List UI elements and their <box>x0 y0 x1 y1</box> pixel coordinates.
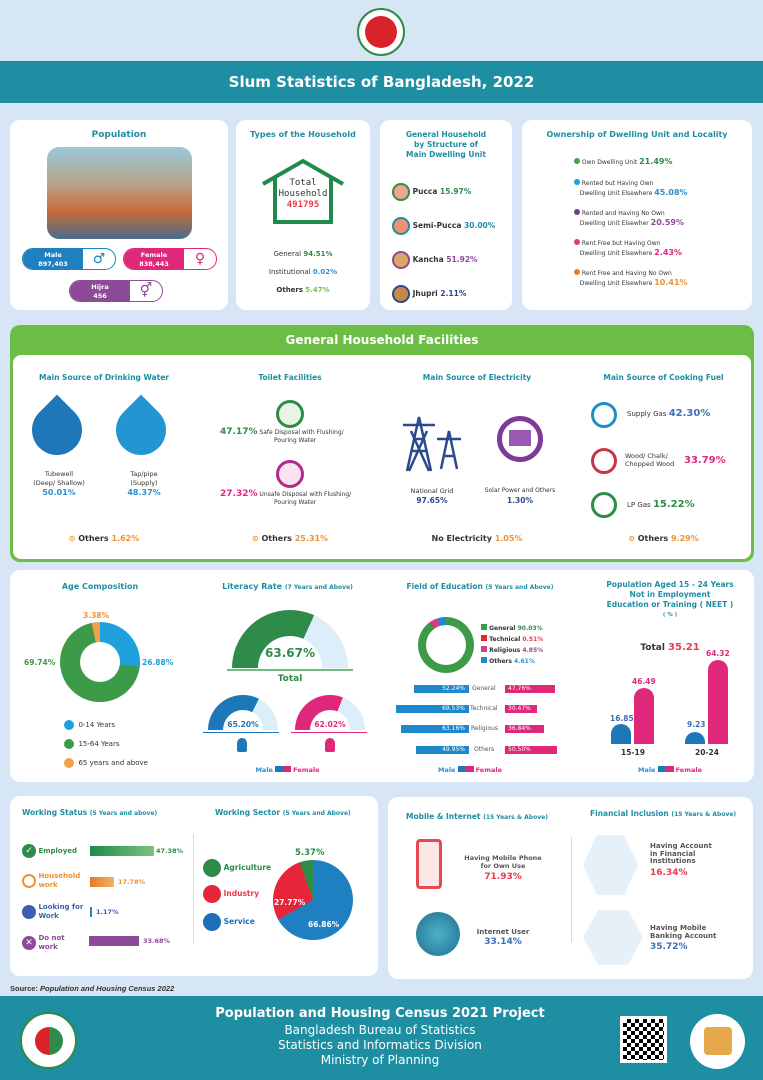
household-general: General 94.51% <box>273 250 333 258</box>
neet-bar-male-15-19 <box>611 724 631 744</box>
tap-icon <box>105 394 177 466</box>
mobile-banking-icon <box>583 910 643 965</box>
unsafe-toilet-icon <box>276 460 304 488</box>
population-title: Population <box>91 130 147 140</box>
field-of-education: Field of Education (5 Years and Above) G… <box>380 570 580 782</box>
legend-15-64: 15-64 Years <box>64 735 148 754</box>
qr-code[interactable] <box>620 1016 667 1063</box>
working-status-item: ✕ Do not work <box>22 934 65 952</box>
female-pill: Female 838,443 ♀ <box>123 248 217 270</box>
cooking-card: Main Source of Cooking Fuel Supply Gas 4… <box>577 360 750 555</box>
household-types-title: Types of the Household <box>250 130 356 139</box>
literacy-rate: Literacy Rate (7 Years and Above) 63.67%… <box>195 570 380 782</box>
lp-gas-icon <box>591 492 617 518</box>
education-row: 63.16% Religious 36.84% <box>380 725 580 734</box>
education-row: 69.53% Technical 30.47% <box>380 705 580 714</box>
male-pill: Male 897,403 ♂ <box>22 248 116 270</box>
sector-agriculture: Agriculture <box>203 859 271 877</box>
ownership-item: Rent Free but Having Own Dwelling Unit E… <box>574 239 688 258</box>
house-icon: Total Household 491795 <box>260 158 346 226</box>
safe-toilet-icon <box>276 400 304 428</box>
transmission-tower-icon <box>399 411 469 473</box>
legend-65-plus: 65 years and above <box>64 754 148 773</box>
neet-bar-male-20-24 <box>685 732 705 744</box>
female-icon: ♀ <box>194 251 206 267</box>
facilities-title: General Household Facilities <box>285 333 479 347</box>
toilet-others: ⊙ Others 25.31% <box>251 534 329 543</box>
age-donut-chart <box>60 622 140 702</box>
page-title: Slum Statistics of Bangladesh, 2022 <box>228 73 535 91</box>
household-types-card: Types of the Household Total Household 4… <box>236 120 370 310</box>
ownership-item: Own Dwelling Unit 21.49% <box>574 157 688 167</box>
cooking-others: ⊙ Others 9.29% <box>628 534 699 543</box>
education-legend-item: Technical 0.51% <box>481 634 543 645</box>
household-institutional: Institutional 0.02% <box>268 268 338 276</box>
ownership-item: Rented and Having No Own Dwelling Unit E… <box>574 209 688 228</box>
bbs-logo <box>20 1012 77 1069</box>
neet-bar-female-20-24 <box>708 660 728 744</box>
footer-project: Population and Housing Census 2021 Proje… <box>215 1006 545 1021</box>
neet: Population Aged 15 - 24 Years Not in Empl… <box>606 580 734 774</box>
sector-service: Service <box>203 913 255 931</box>
no-electricity: No Electricity 1.05% <box>431 534 523 543</box>
education-legend-item: Others 4.61% <box>481 656 543 667</box>
structure-jhupri: Jhupri 2.11% <box>392 277 495 311</box>
working-status-item: ✓ Employed <box>22 844 77 858</box>
tubewell-icon <box>21 394 93 466</box>
education-row: 49.95% Others 50.50% <box>380 746 580 755</box>
education-legend-item: Religious 4.85% <box>481 645 543 656</box>
legend-0-14: 0-14 Years <box>64 716 148 735</box>
structure-semi-pucca: Semi-Pucca 30.00% <box>392 209 495 243</box>
female-person-icon <box>325 738 335 752</box>
source-note: Source: Population and Housing Census 20… <box>10 984 175 993</box>
electricity-card: Main Source of Electricity National Grid… <box>387 358 567 555</box>
water-others: ⊙ Others 1.62% <box>68 534 140 543</box>
ownership-item: Rented but Having Own Dwelling Unit Else… <box>574 179 688 198</box>
sector-industry: Industry <box>203 885 259 903</box>
bank-account-icon <box>583 835 638 895</box>
title-banner: Slum Statistics of Bangladesh, 2022 <box>0 61 763 103</box>
header-emblem <box>357 8 405 56</box>
hijra-icon: ⚥ <box>139 283 153 299</box>
structure-kancha: Kancha 51.92% <box>392 243 495 277</box>
ownership-item: Rent Free and Having No Own Dwelling Uni… <box>574 269 688 288</box>
male-person-icon <box>237 738 247 752</box>
supply-gas-icon <box>591 402 617 428</box>
solar-panel-icon <box>497 416 543 462</box>
literacy-male-gauge <box>208 695 278 730</box>
kancha-icon <box>392 251 410 269</box>
education-row: 52.24% General 47.76% <box>380 685 580 694</box>
slum-illustration <box>47 147 192 239</box>
ownership-card: Ownership of Dwelling Unit and Locality … <box>522 120 752 310</box>
semi-pucca-icon <box>392 217 410 235</box>
household-others: Others 5.47% <box>276 286 330 294</box>
work-card: Working Status (5 Years and above) ✓ Emp… <box>10 796 378 976</box>
age-composition: Age Composition 3.38% 26.88% 69.74% 0-14… <box>10 570 190 782</box>
pucca-icon <box>392 183 410 201</box>
working-sector-pie <box>273 860 353 940</box>
education-donut-chart <box>418 617 474 673</box>
education-legend-item: General 90.03% <box>481 623 543 634</box>
water-card: Main Source of Drinking Water Tubewell (D… <box>14 360 194 555</box>
structure-pucca: Pucca 15.97% <box>392 175 495 209</box>
census-logo <box>690 1014 745 1069</box>
male-icon: ♂ <box>92 251 106 267</box>
neet-bar-female-15-19 <box>634 688 654 744</box>
working-status-item: Household work <box>22 872 80 890</box>
population-card: Population Male 897,403 ♂ Female 838,443 ♀… <box>10 120 228 310</box>
toilet-card: Toilet Facilities 47.17% Safe Disposal w… <box>200 360 380 555</box>
wood-fire-icon <box>591 448 617 474</box>
digital-card: Mobile & Internet (15 Years & Above) Hav… <box>388 797 753 979</box>
jhupri-icon <box>392 285 410 303</box>
hijra-pill: Hijra 456 ⚥ <box>69 280 163 302</box>
globe-internet-icon <box>416 912 460 956</box>
working-status-item: Looking for Work <box>22 903 83 921</box>
structure-card: General Household by Structure of Main Dwe… <box>380 120 512 310</box>
mobile-phone-icon <box>416 839 442 889</box>
